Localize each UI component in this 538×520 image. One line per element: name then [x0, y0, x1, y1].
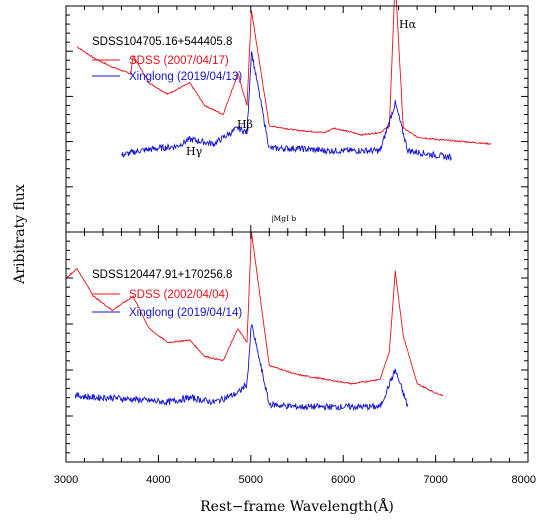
annotation-h-gamma: Hγ [186, 145, 203, 158]
x-tick-label: 6000 [331, 474, 355, 486]
x-tick-label: 5000 [239, 474, 263, 486]
annotation-h-beta: Hβ [237, 118, 253, 131]
x-tick-label: 4000 [146, 474, 170, 486]
annotation-mgi-b: |MgI b [271, 214, 296, 223]
y-axis-title: Aribitraty flux [12, 184, 28, 285]
legend-label-sdss-bottom: SDSS (2002/04/04) [129, 289, 229, 301]
top-panel-title: SDSS104705.16+544405.8 [92, 36, 232, 48]
series-line-panel2-xinglong [74, 324, 409, 412]
bottom-panel-frame [65, 231, 529, 463]
x-tick-label: 8000 [512, 474, 536, 486]
series-line-panel1-xinglong [121, 50, 452, 161]
legend-label-xinglong-bottom: Xinglong (2019/04/14) [129, 307, 242, 319]
series-line-panel2-sdss [65, 232, 444, 396]
legend-label-sdss-top: SDSS (2007/04/17) [129, 55, 229, 67]
top-panel: SDSS104705.16+544405.8 SDSS (2007/04/17)… [65, 0, 529, 233]
x-tick-label: 3000 [54, 474, 78, 486]
legend-label-xinglong-top: Xinglong (2019/04/13) [129, 71, 242, 83]
x-axis-title: Rest−frame Wavelength(Å) [200, 497, 394, 515]
series-line-panel1-sdss [76, 0, 492, 145]
annotation-h-alpha: Hα [399, 18, 417, 31]
bottom-panel-title: SDSS120447.91+170256.8 [92, 269, 232, 281]
x-tick-label: 7000 [423, 474, 447, 486]
bottom-panel: SDSS120447.91+170256.8 SDSS (2002/04/04)… [65, 231, 529, 463]
x-tick-labels: 3000 4000 5000 6000 7000 8000 [54, 474, 536, 486]
